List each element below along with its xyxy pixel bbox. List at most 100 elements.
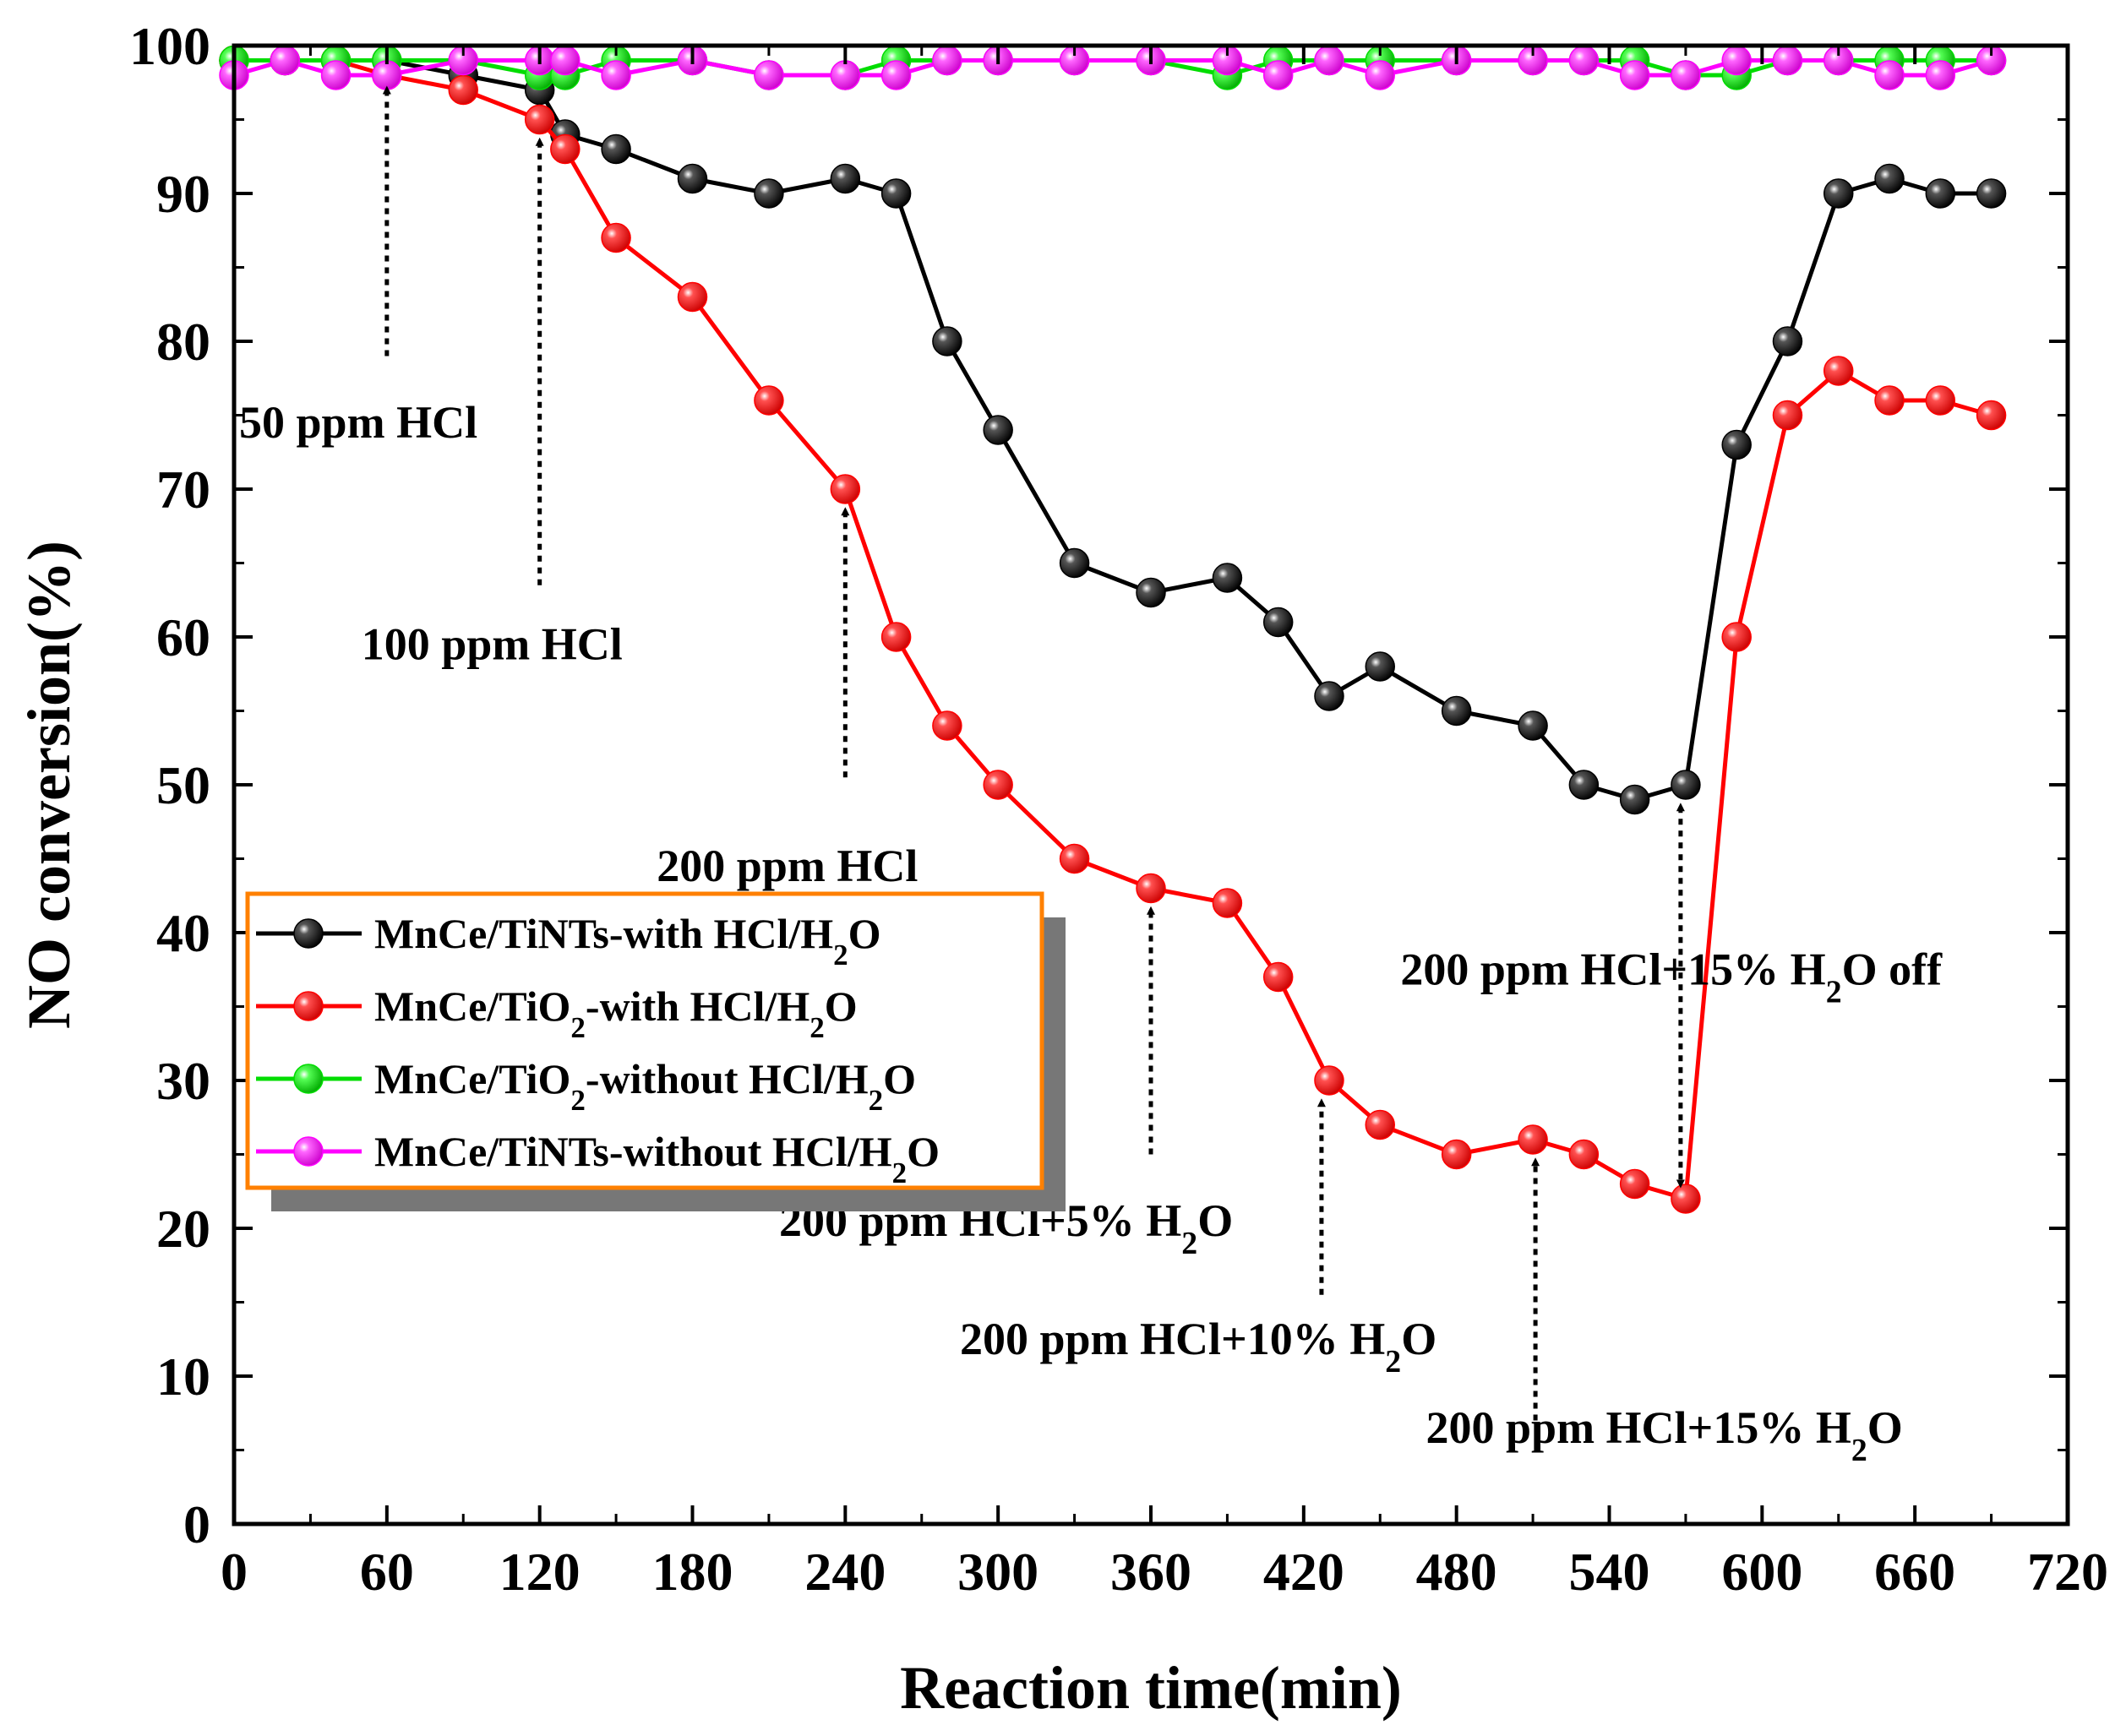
legend-label-part: MnCe/TiO [374, 982, 570, 1030]
data-point [1262, 961, 1294, 993]
x-tick-label: 60 [360, 1542, 414, 1602]
x-tick-label: 480 [1416, 1542, 1497, 1602]
data-point [601, 222, 631, 253]
data-point [270, 45, 301, 76]
data-point [1518, 710, 1548, 741]
x-tick-label: 600 [1721, 1542, 1802, 1602]
data-point [550, 45, 581, 76]
annotation-h2o15: 200 ppm HCl+15% H2O [1426, 1157, 1903, 1468]
annotation-label-part: 2 [1851, 1433, 1867, 1468]
annotation-label: 100 ppm HCl [362, 618, 623, 669]
data-point [1772, 400, 1803, 431]
annotation-label: 200 ppm HCl+15% H2O [1426, 1402, 1903, 1468]
data-point [1925, 178, 1956, 209]
data-point [754, 178, 784, 209]
data-point [448, 74, 478, 106]
data-point [320, 60, 352, 90]
data-point [1314, 681, 1344, 711]
data-point [1365, 60, 1395, 90]
legend-marker [293, 1136, 324, 1167]
data-point [1619, 784, 1650, 815]
data-point [983, 770, 1013, 800]
legend-marker [293, 1064, 324, 1094]
annotation-label-part: O off [1842, 944, 1943, 994]
data-point [880, 60, 912, 90]
data-point [880, 622, 912, 652]
data-point [754, 60, 784, 90]
y-tick-label: 60 [156, 607, 210, 667]
data-point [1212, 888, 1243, 918]
plot-frame [232, 43, 2070, 1526]
data-point [1925, 385, 1956, 416]
legend-label-part: -without HCl/H [586, 1055, 869, 1102]
y-axis-title: NO conversion(%) [15, 541, 83, 1029]
x-axis-title: Reaction time(min) [900, 1654, 1402, 1722]
annotation-label-part: 200 ppm HCl+10% H [960, 1314, 1385, 1364]
annotation-label-part: O [1197, 1195, 1233, 1246]
x-tick-label: 660 [1874, 1542, 1955, 1602]
legend-label: MnCe/TiO2-with HCl/H2O [374, 982, 858, 1044]
annotation-label: 50 ppm HCl [239, 397, 477, 448]
y-tick-label: 100 [129, 16, 210, 76]
y-tick-label: 30 [156, 1051, 210, 1111]
data-point [1314, 1065, 1344, 1096]
data-point [1772, 45, 1803, 76]
x-tick-label: 240 [804, 1542, 886, 1602]
series-line [234, 58, 1992, 802]
legend-item-3: MnCe/TiNTs-without HCl/H2O [256, 1128, 940, 1189]
data-point [1212, 563, 1243, 593]
annotation-label-part: O [1867, 1402, 1903, 1453]
data-point [1823, 178, 1854, 209]
legend-label-part: 2 [833, 939, 848, 971]
data-point [1976, 178, 2007, 209]
y-tick-label: 40 [156, 903, 210, 963]
legend-box [245, 891, 1044, 1190]
legend-label-part: MnCe/TiNTs-without HCl/H [374, 1128, 892, 1175]
annotation-hcl200: 200 ppm HCl [657, 507, 918, 891]
data-point [1262, 607, 1294, 638]
data-point [983, 415, 1013, 445]
data-point [1925, 60, 1956, 90]
data-point [601, 60, 631, 90]
data-point [830, 60, 861, 90]
annotation-label-part: 200 ppm HCl [657, 841, 918, 891]
x-tick-label: 180 [652, 1542, 733, 1602]
data-point [1671, 1184, 1701, 1214]
data-point [677, 281, 708, 313]
y-tick-label: 90 [156, 164, 210, 224]
data-point [1874, 385, 1905, 416]
legend-label-part: 2 [892, 1156, 908, 1189]
legend-label-part: 2 [570, 1011, 586, 1044]
legend-label-part: MnCe/TiO [374, 1055, 570, 1102]
data-point [1671, 770, 1701, 800]
data-point [1772, 326, 1803, 356]
annotation-label-part: 100 ppm HCl [362, 618, 623, 669]
legend-item-1: MnCe/TiO2-with HCl/H2O [256, 982, 858, 1044]
legend-label-part: O [848, 910, 881, 957]
data-point [1619, 60, 1650, 90]
legend-label-part: 2 [810, 1011, 825, 1044]
legend-label: MnCe/TiNTs-with HCl/H2O [374, 910, 881, 971]
data-point [1568, 1139, 1600, 1170]
annotation-label: 200 ppm HCl+15% H2O off [1400, 944, 1943, 1009]
x-tick-label: 420 [1263, 1542, 1344, 1602]
legend-marker [293, 991, 324, 1021]
x-tick-label: 300 [957, 1542, 1038, 1602]
data-point [1671, 60, 1701, 90]
data-point [1059, 547, 1090, 579]
annotation-label-part: 200 ppm HCl+15% H [1426, 1402, 1851, 1453]
data-point [1568, 45, 1600, 76]
data-point [932, 710, 962, 741]
legend-item-2: MnCe/TiO2-without HCl/H2O [256, 1055, 916, 1117]
data-point [1441, 1139, 1472, 1170]
y-tick-label: 50 [156, 755, 210, 815]
data-point [1518, 1124, 1548, 1155]
legend-label-part: 2 [570, 1084, 586, 1117]
data-point [932, 45, 962, 76]
annotation-label: 200 ppm HCl [657, 841, 918, 891]
data-point [932, 326, 962, 356]
annotation-label-part: 2 [1385, 1344, 1401, 1380]
annotation-label-part: 2 [1181, 1226, 1197, 1261]
data-point [1365, 1109, 1395, 1140]
